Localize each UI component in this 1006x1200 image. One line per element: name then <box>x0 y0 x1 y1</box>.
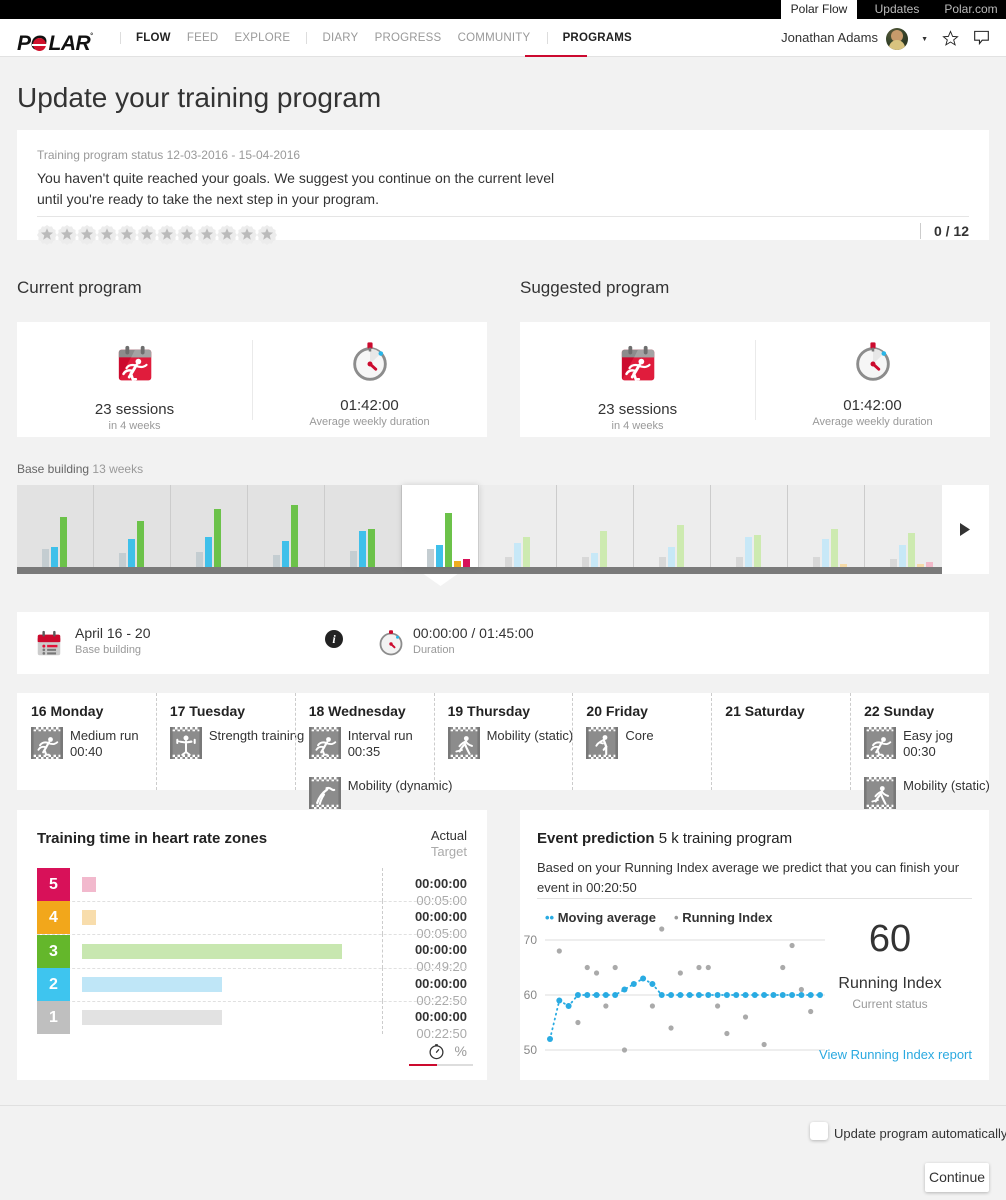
svg-text:60: 60 <box>524 988 538 1002</box>
svg-text:50: 50 <box>524 1043 538 1057</box>
svg-text:70: 70 <box>524 933 538 947</box>
